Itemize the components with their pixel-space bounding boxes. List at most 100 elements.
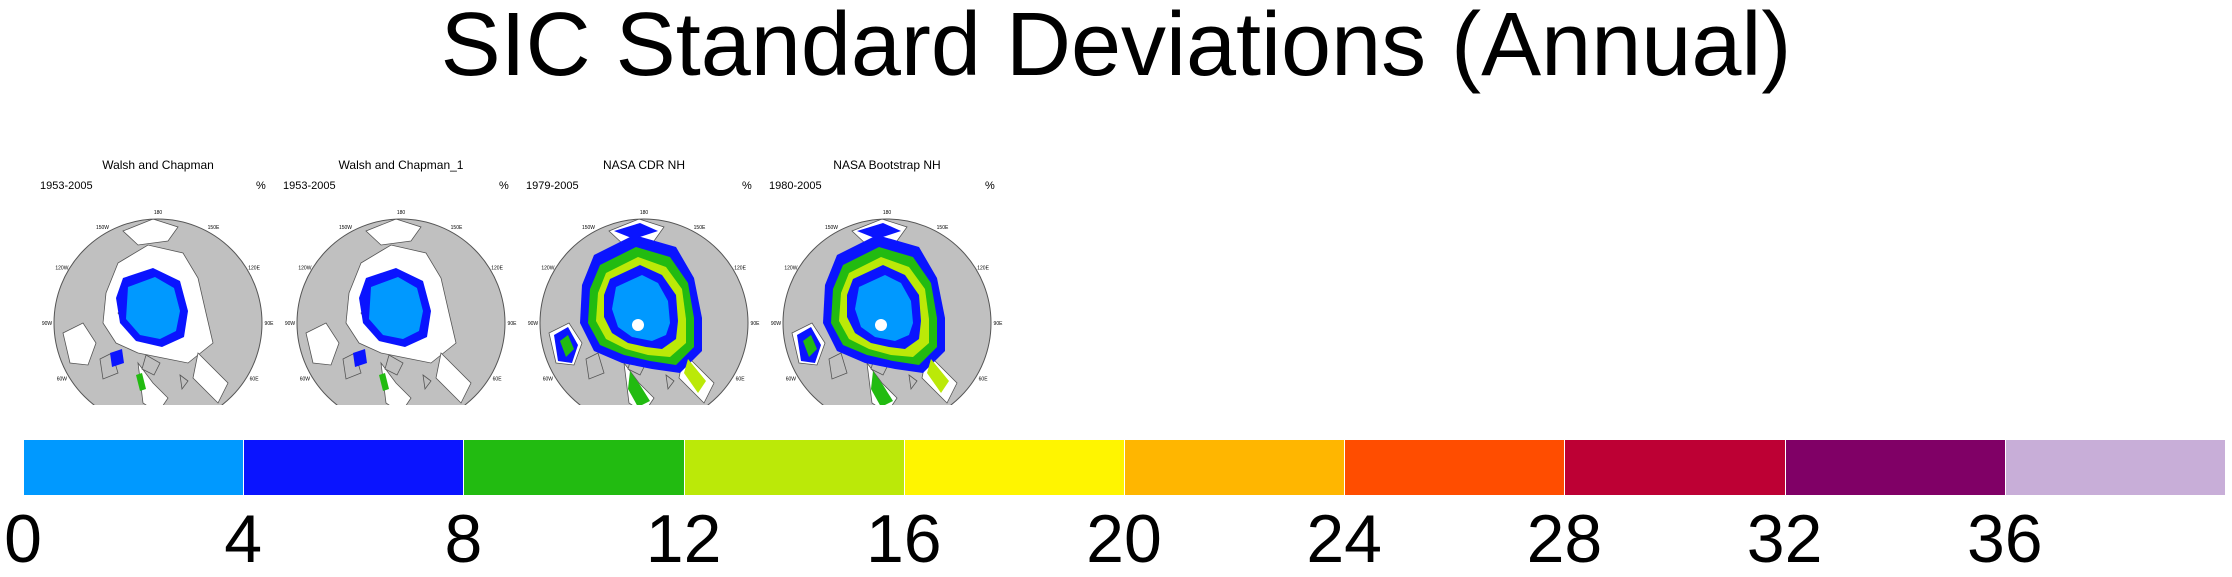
colorbar-tick-label: 4 [224, 501, 263, 577]
island [179, 374, 189, 391]
panel-units: % [742, 180, 752, 192]
map-boundary [296, 218, 506, 405]
sic-region-8-12 [379, 373, 389, 391]
colorbar-tick-label: 12 [645, 501, 722, 577]
longitude-label: 60W [57, 377, 68, 383]
ocean-region [305, 322, 340, 366]
longitude-label: 180 [154, 210, 163, 216]
sic-region-12-16 [927, 359, 949, 393]
colorbar-box [1784, 439, 2006, 496]
longitude-label: 90E [751, 321, 761, 327]
sic-region-8-12 [560, 335, 574, 357]
longitude-label: 90W [771, 321, 782, 327]
colorbar-box [903, 439, 1125, 496]
polar-map: 180150W150E120W120E90W90E60W60E30W30E0 [771, 210, 1004, 405]
map-panel: NASA Bootstrap NH 1980-2005% 180 150W 150E 12… [767, 155, 1007, 405]
map-panel: Walsh and Chapman_1 1953-2005% 180 150W 150E… [281, 155, 521, 405]
longitude-label: 90E [994, 321, 1004, 327]
longitude-label: 120W [298, 266, 311, 272]
longitude-label: 120W [55, 266, 68, 272]
longitude-label: 180 [640, 210, 649, 216]
longitude-label: 120E [977, 266, 989, 272]
longitude-label: 90W [528, 321, 539, 327]
panel-period: 1953-2005 [40, 180, 93, 192]
panel-units: % [985, 180, 995, 192]
longitude-label: 60E [736, 377, 746, 383]
sic-region-4-8 [110, 349, 124, 367]
colorbar [23, 439, 2226, 496]
sic-region-4-8 [857, 223, 901, 239]
sic-region-0-4 [369, 277, 423, 339]
ocean-region [192, 352, 229, 404]
colorbar-tick-label: 32 [1746, 501, 1823, 577]
longitude-label: 150W [339, 225, 352, 231]
longitude-label: 60E [493, 377, 503, 383]
panel-title: Walsh and Chapman [102, 158, 214, 172]
sic-region-12-16 [684, 359, 706, 393]
longitude-label: 180 [883, 210, 892, 216]
colorbar-tick-label: 36 [1966, 501, 2043, 577]
longitude-label: 150E [694, 225, 706, 231]
colorbar-tick-label: 8 [444, 501, 483, 577]
colorbar-box [1124, 439, 1346, 496]
island [585, 352, 605, 380]
sic-region-8-12 [803, 335, 817, 357]
longitude-label: 90E [265, 321, 275, 327]
island [422, 374, 432, 391]
ocean-region [122, 219, 179, 246]
colorbar-tick-label: 20 [1086, 501, 1162, 577]
longitude-label: 120E [248, 266, 260, 272]
sic-region-8-12 [871, 371, 893, 405]
map-panel: Walsh and Chapman 1953-2005% 180 150W 150E 12… [38, 155, 278, 405]
panel-title: Walsh and Chapman_1 [338, 158, 464, 172]
ocean-region [380, 361, 412, 405]
map-panel: NASA CDR NH 1979-2005% 180 150W 150E 120W 120E… [524, 155, 764, 405]
longitude-label: 90W [285, 321, 296, 327]
panel-period: 1953-2005 [283, 180, 336, 192]
ocean-region [365, 219, 422, 246]
map-boundary [53, 218, 263, 405]
colorbar-tick-label: 24 [1306, 501, 1382, 577]
island [828, 352, 848, 380]
colorbar-box [1344, 439, 1566, 496]
colorbar-box [683, 439, 905, 496]
longitude-label: 60W [786, 377, 797, 383]
sic-region-8-12 [628, 371, 650, 405]
longitude-label: 120E [491, 266, 503, 272]
ocean-region [137, 361, 169, 405]
ocean-region [435, 352, 472, 404]
longitude-label: 90E [508, 321, 518, 327]
island [384, 354, 404, 376]
map-boundary [782, 218, 992, 405]
colorbar-box [23, 439, 245, 496]
longitude-label: 120W [784, 266, 797, 272]
ocean-region [62, 322, 97, 366]
sic-region-0-4 [612, 275, 670, 341]
island [141, 354, 161, 376]
panel-units: % [499, 180, 509, 192]
colorbar-tick-label: 16 [865, 501, 942, 577]
longitude-label: 150W [825, 225, 838, 231]
sic-region-8-12 [136, 373, 146, 391]
panel-title: NASA Bootstrap NH [833, 158, 941, 172]
polar-map: 180150W150E120W120E90W90E60W60E30W30E0 [285, 210, 518, 405]
colorbar-box [2004, 439, 2226, 496]
colorbar-box [1564, 439, 1786, 496]
longitude-label: 150E [208, 225, 220, 231]
map-boundary [539, 218, 749, 405]
colorbar-box [463, 439, 685, 496]
sic-region-0-4 [855, 275, 913, 341]
longitude-label: 60E [979, 377, 989, 383]
longitude-label: 180 [397, 210, 406, 216]
colorbar-box [243, 439, 465, 496]
longitude-label: 150E [451, 225, 463, 231]
panel-period: 1980-2005 [769, 180, 822, 192]
sic-region-0-4 [126, 277, 180, 339]
panel-period: 1979-2005 [526, 180, 579, 192]
longitude-label: 150W [96, 225, 109, 231]
pole-hole [875, 319, 887, 331]
colorbar-tick-label: 0 [4, 501, 42, 577]
colorbar-tick-label: 28 [1526, 501, 1603, 577]
panel-title: NASA CDR NH [602, 158, 685, 172]
longitude-label: 90W [42, 321, 53, 327]
